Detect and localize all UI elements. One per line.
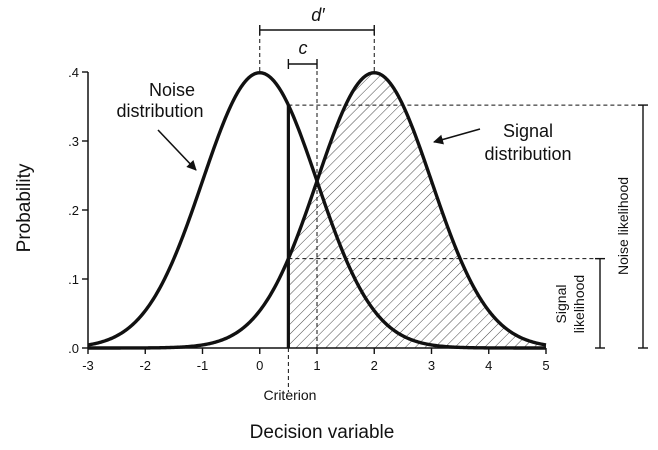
x-tick-label: 4 <box>485 358 492 373</box>
guide-lines <box>259 32 646 392</box>
noise-label-arrow <box>157 129 197 171</box>
signal-distribution-curve <box>87 71 547 350</box>
x-tick-label: -3 <box>82 358 94 373</box>
hit-region-hatching <box>288 72 546 348</box>
signal-label-arrow <box>433 128 481 145</box>
noise-distribution-label-line1: Noise <box>149 80 195 100</box>
signal-likelihood-label-line2: likelihood <box>571 275 587 333</box>
signal-distribution-label-line1: Signal <box>503 121 553 141</box>
curves <box>87 71 547 350</box>
criterion-label: Criterion <box>264 387 317 403</box>
brackets <box>157 25 648 349</box>
y-tick-label: .2 <box>68 203 79 218</box>
x-tick-label: 3 <box>428 358 435 373</box>
noise-likelihood-label: Noise likelihood <box>615 177 631 275</box>
x-tick-label: -2 <box>139 358 151 373</box>
signal-distribution-label-line2: distribution <box>484 144 571 164</box>
c-label: c <box>299 38 308 58</box>
x-tick-label: -1 <box>197 358 209 373</box>
shading-layer <box>288 72 546 348</box>
x-tick-label: 0 <box>256 358 263 373</box>
x-tick-label: 5 <box>542 358 549 373</box>
d-prime-label: d′ <box>311 5 325 25</box>
y-axis-title: Probability <box>14 163 35 252</box>
y-tick-label: .1 <box>68 272 79 287</box>
x-tick-label: 2 <box>371 358 378 373</box>
y-tick-label: .4 <box>68 65 79 80</box>
noise-distribution-label-line2: distribution <box>116 101 203 121</box>
y-tick-label: .3 <box>68 134 79 149</box>
x-tick-label: 1 <box>313 358 320 373</box>
y-tick-label: .0 <box>68 341 79 356</box>
x-axis-title: Decision variable <box>250 422 395 443</box>
signal-likelihood-label-line1: Signal <box>553 285 569 324</box>
